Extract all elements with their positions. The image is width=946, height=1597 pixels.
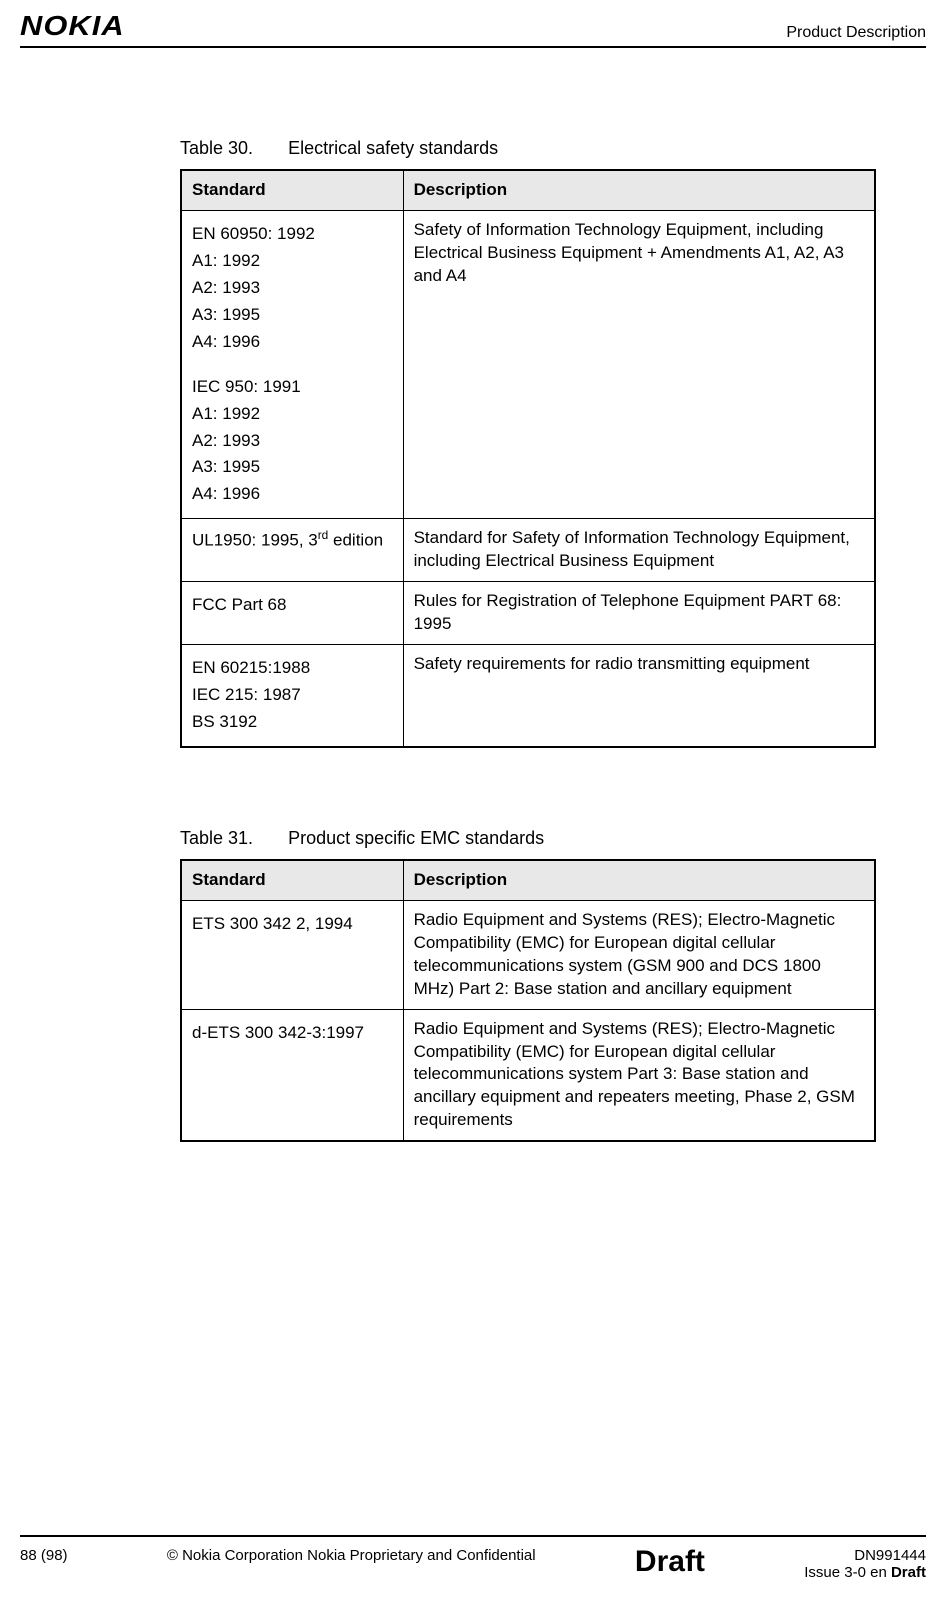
header-section-title: Product Description — [786, 24, 926, 42]
table-row: UL1950: 1995, 3rd editionStandard for Sa… — [181, 519, 875, 582]
table-caption: Table 31. Product specific EMC standards — [180, 828, 876, 849]
cell-standard: UL1950: 1995, 3rd edition — [181, 519, 403, 582]
footer-left: 88 (98) — [20, 1547, 68, 1564]
standard-line: A2: 1993 — [192, 430, 393, 453]
standard-line: A4: 1996 — [192, 483, 393, 506]
standard-line: ETS 300 342 2, 1994 — [192, 913, 393, 936]
table-number: Table 31. — [180, 828, 253, 849]
cell-standard: EN 60950: 1992 A1: 1992 A2: 1993 A3: 1995 A4… — [181, 210, 403, 518]
footer-midleft: © Nokia Corporation Nokia Proprietary an… — [167, 1547, 536, 1564]
footer-confidential: Nokia Proprietary and Confidential — [307, 1547, 535, 1564]
table-header-row: Standard Description — [181, 170, 875, 210]
cell-description: Radio Equipment and Systems (RES); Elect… — [403, 900, 875, 1009]
cell-standard: EN 60215:1988 IEC 215: 1987 BS 3192 — [181, 645, 403, 747]
standard-line: A1: 1992 — [192, 403, 393, 426]
cell-description: Safety requirements for radio transmitti… — [403, 645, 875, 747]
cell-description: Rules for Registration of Telephone Equi… — [403, 582, 875, 645]
table-row: FCC Part 68 Rules for Registration of Tel… — [181, 582, 875, 645]
table-number: Table 30. — [180, 138, 253, 159]
col-header-standard: Standard — [181, 170, 403, 210]
standard-line: A3: 1995 — [192, 304, 393, 327]
logo: NOKIA — [20, 10, 125, 42]
footer-issue-bold: Draft — [891, 1564, 926, 1581]
table-row: EN 60215:1988 IEC 215: 1987 BS 3192 Safety … — [181, 645, 875, 747]
standard-line: FCC Part 68 — [192, 594, 393, 617]
standard-line: IEC 215: 1987 — [192, 684, 393, 707]
table-row: ETS 300 342 2, 1994 Radio Equipment and S… — [181, 900, 875, 1009]
standard-line: EN 60950: 1992 — [192, 223, 393, 246]
table-row: d-ETS 300 342-3:1997 Radio Equipment and … — [181, 1009, 875, 1141]
standard-line: A3: 1995 — [192, 456, 393, 479]
standard-line: A1: 1992 — [192, 250, 393, 273]
footer-center: Draft — [635, 1547, 705, 1579]
col-header-standard: Standard — [181, 860, 403, 900]
cell-standard: FCC Part 68 — [181, 582, 403, 645]
cell-standard: ETS 300 342 2, 1994 — [181, 900, 403, 1009]
footer-docnum: DN991444 — [854, 1547, 926, 1564]
page-header: NOKIA Product Description — [20, 0, 926, 46]
header-rule — [20, 46, 926, 48]
table-emc-standards: Standard Description ETS 300 342 2, 1994… — [180, 859, 876, 1142]
table-title: Product specific EMC standards — [288, 828, 544, 848]
footer-draft-stamp: Draft — [635, 1547, 705, 1577]
footer-rule — [20, 1535, 926, 1537]
table-caption: Table 30. Electrical safety standards — [180, 138, 876, 159]
standard-line: BS 3192 — [192, 711, 393, 734]
footer-right: DN991444 Issue 3-0 en Draft — [804, 1547, 926, 1581]
cell-standard: d-ETS 300 342-3:1997 — [181, 1009, 403, 1141]
footer-issue: Issue 3-0 en Draft — [804, 1564, 926, 1581]
standard-line: IEC 950: 1991 — [192, 376, 393, 399]
cell-description: Radio Equipment and Systems (RES); Elect… — [403, 1009, 875, 1141]
footer-issue-prefix: Issue 3-0 en — [804, 1564, 891, 1581]
table-header-row: Standard Description — [181, 860, 875, 900]
footer-copyright: © Nokia Corporation — [167, 1547, 303, 1564]
col-header-description: Description — [403, 170, 875, 210]
table-title: Electrical safety standards — [288, 138, 498, 158]
page-footer: 88 (98) © Nokia Corporation Nokia Propri… — [20, 1547, 926, 1581]
cell-description: Safety of Information Technology Equipme… — [403, 210, 875, 518]
standard-line: A2: 1993 — [192, 277, 393, 300]
standard-line: EN 60215:1988 — [192, 657, 393, 680]
content: Table 30. Electrical safety standards St… — [20, 138, 926, 1142]
standard-line: A4: 1996 — [192, 331, 393, 354]
table-body: ETS 300 342 2, 1994 Radio Equipment and S… — [181, 900, 875, 1141]
col-header-description: Description — [403, 860, 875, 900]
table-electrical-safety: Standard Description EN 60950: 1992 A1: 1… — [180, 169, 876, 748]
cell-description: Standard for Safety of Information Techn… — [403, 519, 875, 582]
footer-page-number: 88 (98) — [20, 1547, 68, 1564]
table-body: EN 60950: 1992 A1: 1992 A2: 1993 A3: 1995 A4… — [181, 210, 875, 746]
standard-line: d-ETS 300 342-3:1997 — [192, 1022, 393, 1045]
table-row: EN 60950: 1992 A1: 1992 A2: 1993 A3: 1995 A4… — [181, 210, 875, 518]
page: NOKIA Product Description Table 30. Elec… — [0, 0, 946, 1597]
